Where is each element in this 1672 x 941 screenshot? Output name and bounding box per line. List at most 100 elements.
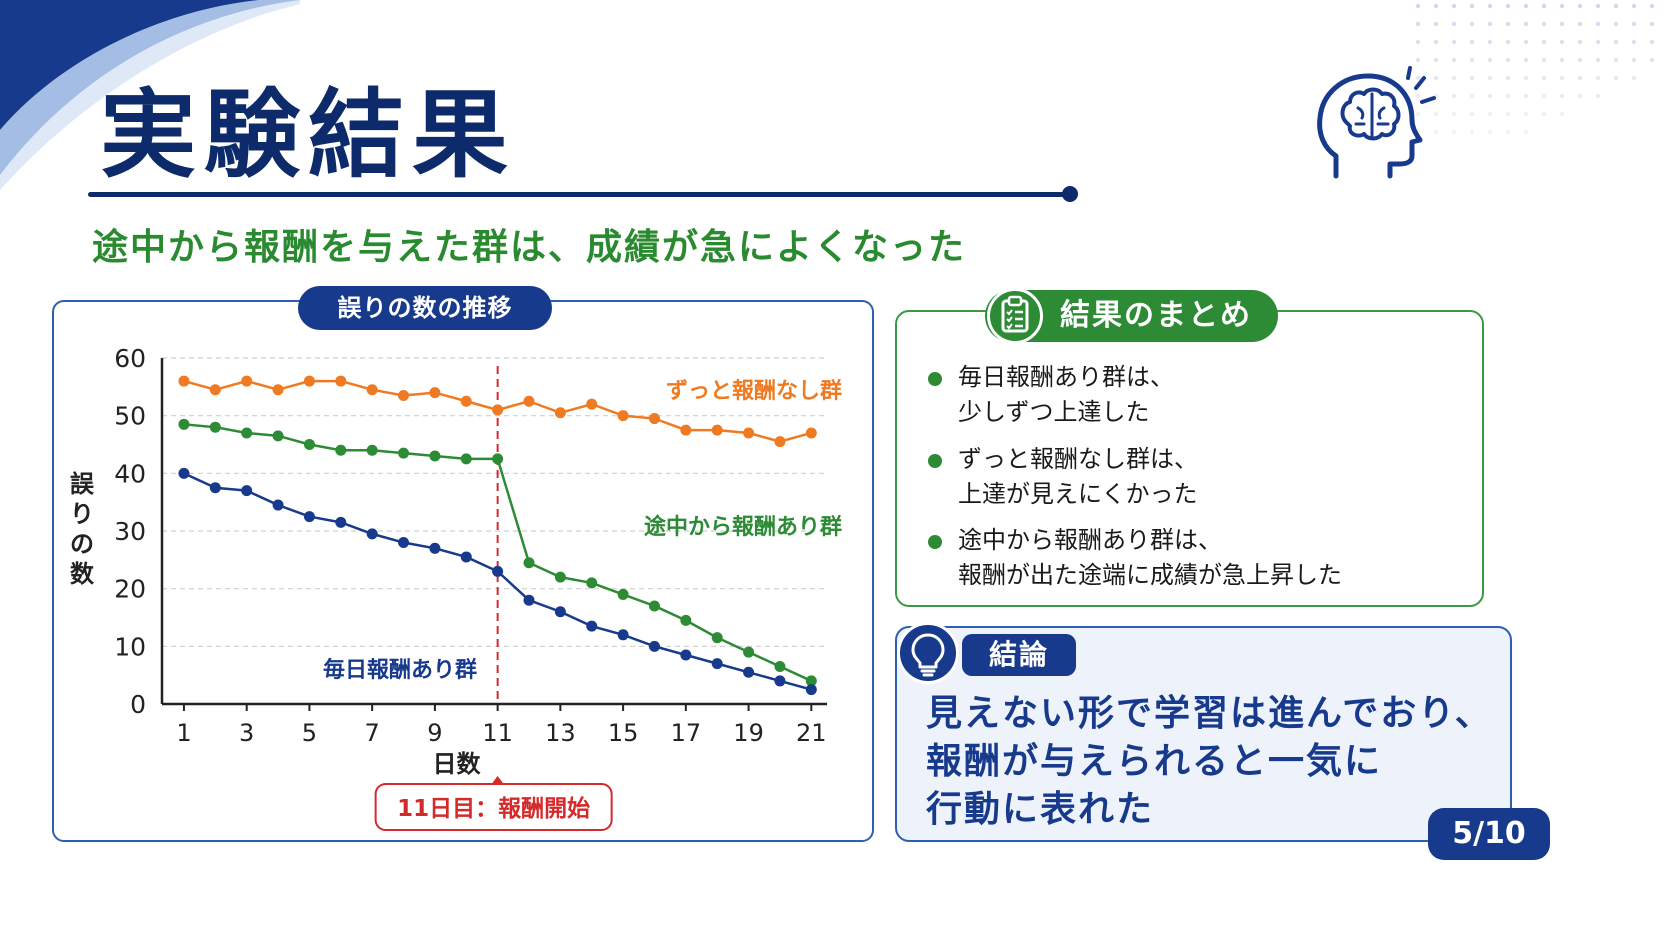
data-point bbox=[523, 594, 535, 606]
brain-head-icon bbox=[1317, 66, 1436, 179]
grid-dot bbox=[1433, 129, 1439, 135]
data-point bbox=[648, 640, 660, 652]
clipboard-badge bbox=[987, 288, 1043, 344]
grid-dot bbox=[1415, 57, 1421, 63]
grid-dot bbox=[1613, 75, 1619, 81]
x-tick-label: 15 bbox=[608, 719, 639, 747]
grid-dot bbox=[1505, 39, 1511, 45]
data-point bbox=[743, 646, 755, 658]
summary-item-line1: ずっと報酬なし群は、 bbox=[958, 445, 1198, 473]
lightbulb-badge bbox=[897, 622, 959, 684]
grid-dot bbox=[1433, 75, 1439, 81]
y-axis-label-char: 数 bbox=[70, 560, 95, 588]
grid-dot bbox=[1451, 93, 1457, 99]
grid-dot bbox=[1577, 39, 1583, 45]
grid-dot bbox=[1559, 57, 1565, 63]
event-label: 11日目：報酬開始 bbox=[397, 795, 590, 822]
y-tick-label: 60 bbox=[114, 344, 146, 373]
data-point bbox=[680, 424, 692, 436]
summary-item-line2: 少しずつ上達した bbox=[958, 398, 1150, 426]
grid-dot bbox=[1649, 3, 1655, 9]
data-point bbox=[743, 666, 755, 678]
grid-dot bbox=[1451, 129, 1457, 135]
grid-dot bbox=[1541, 93, 1547, 99]
grid-dot bbox=[1487, 21, 1493, 27]
grid-dot bbox=[1595, 39, 1601, 45]
grid-dot bbox=[1595, 57, 1601, 63]
grid-dot bbox=[1469, 39, 1475, 45]
grid-dot bbox=[1487, 129, 1493, 135]
grid-dot bbox=[1469, 129, 1475, 135]
data-point bbox=[335, 375, 347, 387]
grid-dot bbox=[1631, 3, 1637, 9]
data-point bbox=[523, 395, 535, 407]
grid-dot bbox=[1523, 3, 1529, 9]
x-tick-label: 9 bbox=[427, 719, 442, 747]
data-point bbox=[429, 450, 441, 462]
data-point bbox=[711, 424, 723, 436]
grid-dot bbox=[1523, 129, 1529, 135]
grid-dot bbox=[1577, 21, 1583, 27]
grid-dot bbox=[1595, 21, 1601, 27]
grid-dot bbox=[1595, 3, 1601, 9]
grid-dot bbox=[1595, 93, 1601, 99]
lightbulb-icon bbox=[911, 633, 945, 677]
x-tick-label: 13 bbox=[545, 719, 576, 747]
grid-dot bbox=[1559, 21, 1565, 27]
grid-dot bbox=[1469, 21, 1475, 27]
data-point bbox=[209, 384, 221, 396]
data-point bbox=[178, 375, 190, 387]
grid-dot bbox=[1487, 39, 1493, 45]
conclusion-line: 行動に表れた bbox=[926, 789, 1155, 830]
data-point bbox=[648, 600, 660, 612]
data-point bbox=[743, 427, 755, 439]
y-axis-label-char: り bbox=[70, 500, 94, 528]
x-tick-label: 7 bbox=[365, 719, 380, 747]
data-point bbox=[805, 675, 817, 687]
data-point bbox=[617, 629, 629, 641]
bullet-icon bbox=[928, 535, 942, 549]
grid-dot bbox=[1505, 57, 1511, 63]
summary-title: 結果のまとめ bbox=[1060, 298, 1252, 333]
x-tick-label: 21 bbox=[796, 719, 827, 747]
grid-dot bbox=[1523, 39, 1529, 45]
grid-dot bbox=[1613, 39, 1619, 45]
data-point bbox=[366, 444, 378, 456]
data-point bbox=[586, 577, 598, 589]
y-axis-label: 誤りの数 bbox=[70, 470, 95, 588]
data-point bbox=[805, 684, 817, 696]
grid-dot bbox=[1505, 111, 1511, 117]
grid-dot bbox=[1631, 57, 1637, 63]
series-label: 毎日報酬あり群 bbox=[323, 657, 477, 683]
data-point bbox=[335, 516, 347, 528]
grid-dot bbox=[1631, 75, 1637, 81]
grid-dot bbox=[1523, 111, 1529, 117]
page-subtitle: 途中から報酬を与えた群は、成績が急によくなった bbox=[92, 227, 967, 268]
grid-dot bbox=[1541, 57, 1547, 63]
data-point bbox=[586, 398, 598, 410]
data-point bbox=[523, 557, 535, 569]
grid-dot bbox=[1523, 75, 1529, 81]
data-point bbox=[554, 606, 566, 618]
grid-dot bbox=[1487, 3, 1493, 9]
grid-dot bbox=[1505, 3, 1511, 9]
data-point bbox=[178, 467, 190, 479]
data-point bbox=[272, 499, 284, 511]
series-label: 途中から報酬あり群 bbox=[644, 514, 842, 540]
dot-grid-decoration bbox=[1415, 3, 1655, 135]
grid-dot bbox=[1433, 111, 1439, 117]
data-point bbox=[303, 375, 315, 387]
grid-dot bbox=[1433, 57, 1439, 63]
data-point bbox=[272, 384, 284, 396]
grid-dot bbox=[1433, 39, 1439, 45]
grid-dot bbox=[1451, 39, 1457, 45]
title-underline bbox=[88, 192, 1073, 197]
data-point bbox=[680, 649, 692, 661]
corner-swoosh-decoration bbox=[0, 0, 300, 190]
grid-dot bbox=[1487, 57, 1493, 63]
data-point bbox=[774, 661, 786, 673]
y-axis-label-char: 誤 bbox=[70, 470, 95, 498]
data-point bbox=[398, 447, 410, 459]
data-point bbox=[711, 632, 723, 644]
y-tick-label: 20 bbox=[114, 575, 146, 604]
